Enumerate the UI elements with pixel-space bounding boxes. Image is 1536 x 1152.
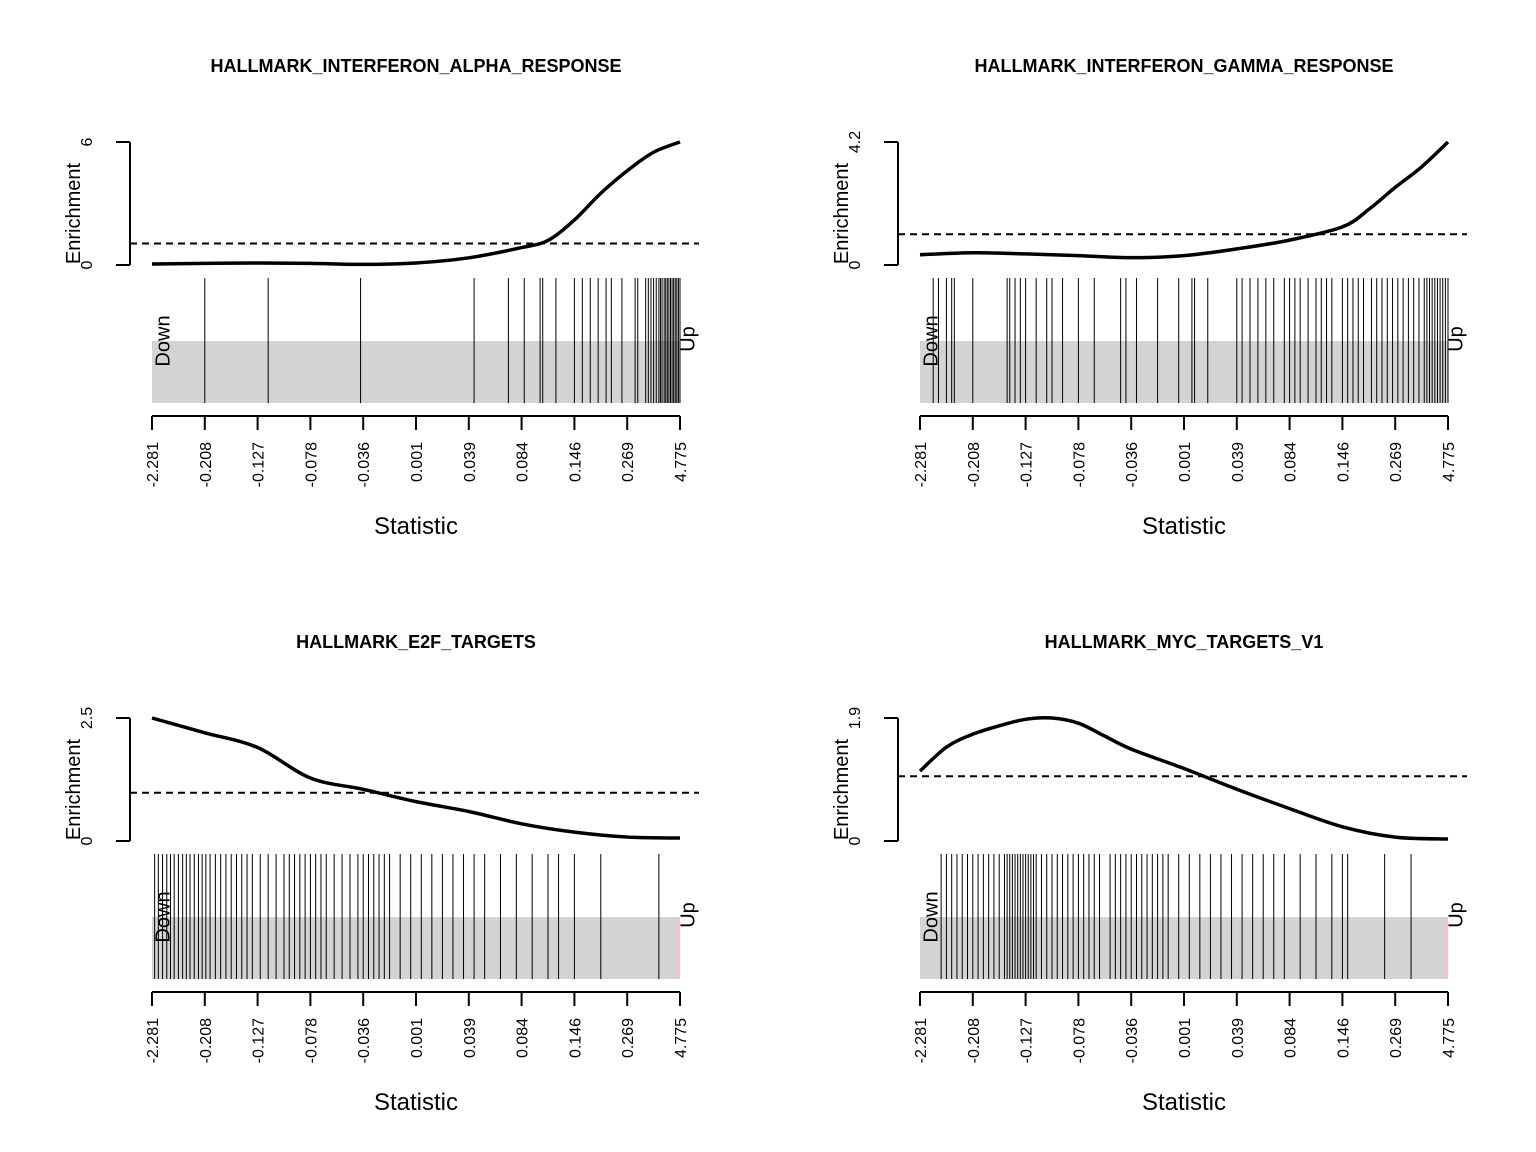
enrichment-curve xyxy=(151,140,681,267)
x-tick-label: -0.078 xyxy=(1071,442,1088,487)
chart-title: HALLMARK_INTERFERON_ALPHA_RESPONSE xyxy=(210,56,621,76)
x-tick-label: -0.208 xyxy=(966,442,983,487)
y-tick-label: 0 xyxy=(847,836,864,845)
x-tick-label: 0.269 xyxy=(620,442,637,482)
x-tick-label: -0.036 xyxy=(356,442,373,487)
barcode-up-highlight xyxy=(1445,917,1448,979)
x-tick-label: 4.775 xyxy=(673,442,690,482)
x-tick-label: -0.208 xyxy=(198,1018,215,1063)
x-tick-label: 4.775 xyxy=(1441,442,1458,482)
enrichment-curve xyxy=(918,715,1449,841)
x-tick-label: -0.036 xyxy=(1124,442,1141,487)
y-tick-label: 0 xyxy=(79,260,96,269)
x-tick-label: -0.127 xyxy=(1019,442,1036,487)
chart-panel: HALLMARK_INTERFERON_GAMMA_RESPONSE 0 4.2 En… xyxy=(831,56,1468,540)
x-tick-label: -2.281 xyxy=(145,442,162,487)
x-axis-label: Statistic xyxy=(374,513,458,540)
chart-panel: HALLMARK_INTERFERON_ALPHA_RESPONSE 0 6 Enri… xyxy=(63,56,700,540)
x-tick-label: 0.146 xyxy=(567,442,584,482)
x-tick-label: 0.039 xyxy=(1230,1018,1247,1058)
x-tick-label: 0.269 xyxy=(620,1018,637,1058)
x-tick-label: -0.208 xyxy=(198,442,215,487)
x-tick-label: 0.001 xyxy=(1177,1018,1194,1058)
x-tick-label: 0.039 xyxy=(1230,442,1247,482)
x-tick-label: 0.084 xyxy=(515,442,532,482)
x-tick-label: -0.127 xyxy=(251,1018,268,1063)
x-tick-label: 0.146 xyxy=(567,1018,584,1058)
down-label: Down xyxy=(153,315,175,366)
x-tick-label: 0.269 xyxy=(1388,442,1405,482)
y-tick-label: 4.2 xyxy=(847,131,864,153)
enrichment-curve xyxy=(919,140,1450,260)
x-tick-label: 0.146 xyxy=(1335,1018,1352,1058)
up-label: Up xyxy=(1446,902,1468,928)
barcode-shading xyxy=(152,341,680,403)
x-tick-label: 0.084 xyxy=(1283,1018,1300,1058)
y-tick-label: 0 xyxy=(79,836,96,845)
y-tick-label: 6 xyxy=(79,137,96,146)
x-tick-label: 4.775 xyxy=(1441,1018,1458,1058)
x-tick-label: 0.039 xyxy=(462,1018,479,1058)
x-tick-label: 0.146 xyxy=(1335,442,1352,482)
x-tick-label: -0.208 xyxy=(966,1018,983,1063)
y-tick-label: 2.5 xyxy=(79,707,96,729)
up-label: Up xyxy=(678,326,700,352)
down-label: Down xyxy=(153,891,175,942)
x-tick-label: -0.127 xyxy=(251,442,268,487)
x-tick-label: 0.001 xyxy=(1177,442,1194,482)
chart-title: HALLMARK_INTERFERON_GAMMA_RESPONSE xyxy=(974,56,1393,76)
x-tick-label: -0.078 xyxy=(1071,1018,1088,1063)
barcode-shading xyxy=(920,341,1448,403)
x-tick-label: 0.001 xyxy=(409,442,426,482)
x-tick-label: -2.281 xyxy=(913,442,930,487)
x-tick-label: 0.039 xyxy=(462,442,479,482)
y-axis-label: Enrichment xyxy=(831,738,853,840)
barcode-up-highlight xyxy=(677,917,680,979)
chart-title: HALLMARK_MYC_TARGETS_V1 xyxy=(1045,632,1324,652)
y-axis-label: Enrichment xyxy=(63,162,85,264)
up-label: Up xyxy=(1446,326,1468,352)
chart-title: HALLMARK_E2F_TARGETS xyxy=(296,632,536,652)
x-tick-label: -0.036 xyxy=(1124,1018,1141,1063)
chart-panel: HALLMARK_MYC_TARGETS_V1 0 1.9 Enrichment Dow… xyxy=(831,632,1468,1116)
x-tick-label: -2.281 xyxy=(913,1018,930,1063)
x-tick-label: -2.281 xyxy=(145,1018,162,1063)
x-axis-label: Statistic xyxy=(1142,1089,1226,1116)
barcode-shading xyxy=(152,917,680,979)
up-label: Up xyxy=(678,902,700,928)
x-tick-label: 4.775 xyxy=(673,1018,690,1058)
x-tick-label: -0.078 xyxy=(303,1018,320,1063)
x-tick-label: -0.078 xyxy=(303,442,320,487)
y-tick-label: 1.9 xyxy=(847,707,864,729)
x-axis-label: Statistic xyxy=(1142,513,1226,540)
down-label: Down xyxy=(921,891,943,942)
x-tick-label: 0.001 xyxy=(409,1018,426,1058)
x-tick-label: -0.036 xyxy=(356,1018,373,1063)
down-label: Down xyxy=(921,315,943,366)
enrichment-curve xyxy=(151,716,681,840)
chart-panel: HALLMARK_E2F_TARGETS 0 2.5 Enrichment Down Up… xyxy=(63,632,700,1116)
x-tick-label: 0.269 xyxy=(1388,1018,1405,1058)
x-tick-label: -0.127 xyxy=(1019,1018,1036,1063)
x-tick-label: 0.084 xyxy=(1283,442,1300,482)
y-axis-label: Enrichment xyxy=(831,162,853,264)
x-axis-label: Statistic xyxy=(374,1089,458,1116)
x-tick-label: 0.084 xyxy=(515,1018,532,1058)
barcode-shading xyxy=(920,917,1448,979)
y-tick-label: 0 xyxy=(847,260,864,269)
y-axis-label: Enrichment xyxy=(63,738,85,840)
